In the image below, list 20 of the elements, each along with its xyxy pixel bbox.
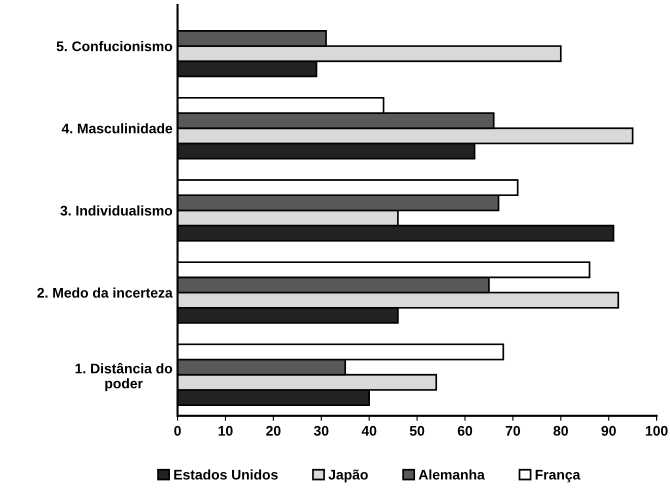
- y-tick-label: 1. Distância do poder: [76, 362, 172, 392]
- x-tick-label: 0: [174, 426, 181, 436]
- x-tick-label: 80: [554, 426, 568, 436]
- legend-label: Estados Unidos: [174, 469, 278, 480]
- legend-label: França: [536, 470, 580, 482]
- y-tick-label: 5. Confucionismo: [56, 41, 172, 52]
- x-tick-label: 60: [458, 426, 472, 436]
- y-tick-label: 2. Medo da incerteza: [37, 288, 173, 298]
- x-tick-label: 70: [506, 426, 520, 436]
- legend-label: Alemanha: [418, 469, 485, 480]
- legend-label: Japão: [328, 469, 368, 482]
- x-tick-label: 10: [218, 426, 233, 436]
- x-tick-label: 90: [601, 426, 616, 436]
- x-tick-label: 100: [646, 426, 668, 436]
- y-tick-label: 4. Masculinidade: [62, 123, 172, 134]
- x-tick-label: 40: [362, 426, 376, 436]
- x-tick-label: 20: [266, 426, 281, 436]
- x-tick-label: 30: [314, 426, 328, 436]
- y-tick-label: 3. Individualismo: [60, 205, 172, 216]
- x-tick-label: 50: [410, 426, 424, 436]
